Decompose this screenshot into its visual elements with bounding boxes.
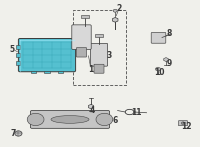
Polygon shape [112, 17, 118, 22]
Circle shape [27, 113, 44, 126]
FancyBboxPatch shape [76, 48, 87, 57]
Text: 8: 8 [166, 29, 172, 38]
FancyBboxPatch shape [151, 32, 166, 43]
Polygon shape [88, 104, 94, 109]
Bar [16, 61, 20, 65]
Polygon shape [156, 67, 160, 71]
Circle shape [181, 122, 185, 125]
FancyBboxPatch shape [94, 64, 104, 73]
Bar [58, 71, 63, 73]
Bar [95, 34, 103, 37]
Text: 1: 1 [88, 65, 94, 74]
Polygon shape [164, 58, 168, 61]
Circle shape [113, 9, 117, 12]
Text: 10: 10 [154, 68, 164, 77]
Text: 11: 11 [131, 107, 141, 117]
Bar [31, 71, 36, 73]
Text: 4: 4 [89, 106, 95, 116]
Text: 9: 9 [166, 59, 172, 69]
FancyBboxPatch shape [178, 121, 188, 126]
FancyBboxPatch shape [90, 43, 108, 66]
FancyBboxPatch shape [18, 39, 76, 72]
Text: 5: 5 [10, 45, 15, 54]
Text: 12: 12 [181, 122, 192, 131]
Bar [81, 15, 89, 18]
Bar [73, 10, 126, 85]
Text: 6: 6 [113, 116, 118, 125]
FancyBboxPatch shape [30, 111, 110, 128]
Bar [16, 46, 20, 49]
Bar [16, 53, 20, 57]
Text: 3: 3 [106, 51, 112, 60]
Text: 2: 2 [117, 4, 122, 13]
Ellipse shape [51, 116, 89, 123]
Circle shape [15, 131, 22, 136]
Text: 7: 7 [10, 129, 16, 138]
FancyBboxPatch shape [72, 25, 91, 49]
Circle shape [96, 113, 113, 126]
Bar [44, 71, 50, 73]
